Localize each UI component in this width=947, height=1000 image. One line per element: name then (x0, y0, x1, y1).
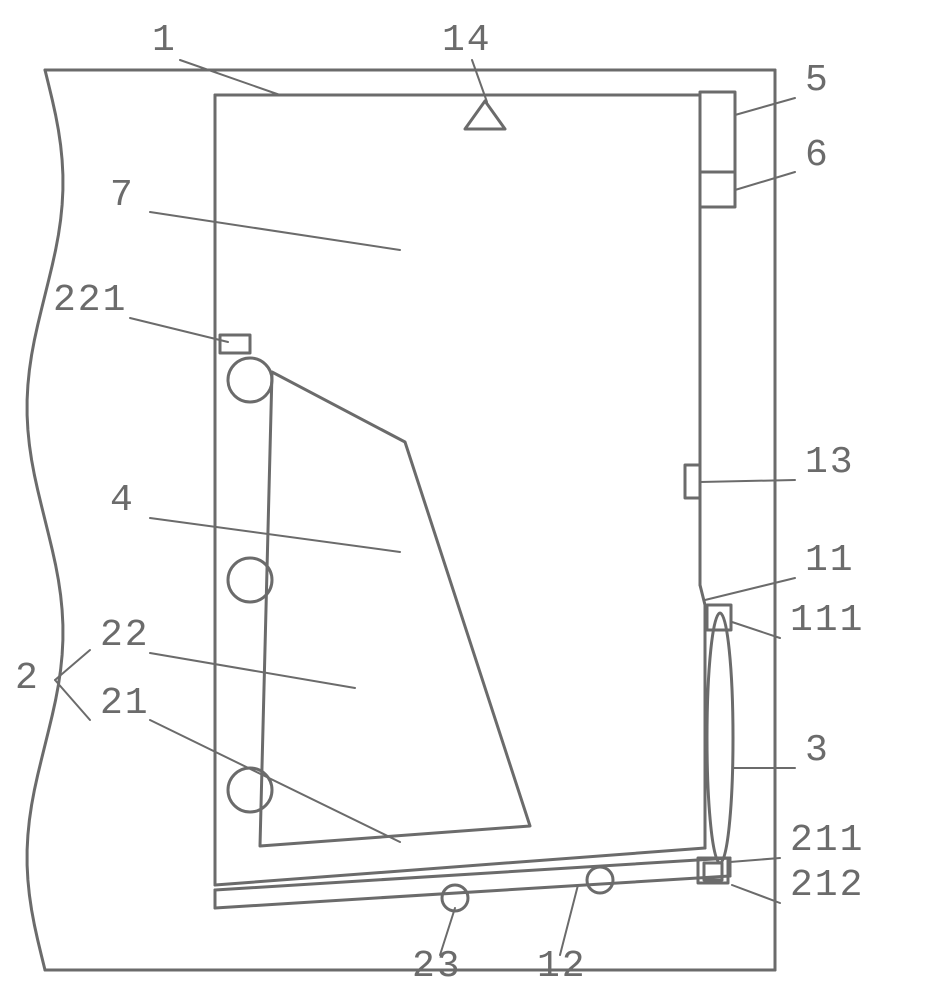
diagram-svg: 114567221134111112221321121223122 (0, 0, 947, 1000)
svg-text:21: 21 (100, 682, 150, 725)
svg-text:221: 221 (53, 279, 127, 322)
svg-text:23: 23 (412, 945, 462, 988)
svg-text:5: 5 (805, 59, 830, 102)
svg-text:6: 6 (805, 134, 830, 177)
svg-text:4: 4 (110, 479, 135, 522)
svg-text:14: 14 (442, 19, 492, 62)
svg-text:3: 3 (805, 729, 830, 772)
svg-text:111: 111 (790, 599, 864, 642)
svg-text:7: 7 (110, 174, 135, 217)
svg-text:1: 1 (152, 19, 177, 62)
svg-text:212: 212 (790, 864, 864, 907)
svg-text:11: 11 (805, 539, 855, 582)
svg-text:211: 211 (790, 819, 864, 862)
svg-text:22: 22 (100, 614, 150, 657)
svg-text:12: 12 (537, 945, 587, 988)
svg-text:2: 2 (15, 657, 40, 700)
svg-text:13: 13 (805, 441, 855, 484)
